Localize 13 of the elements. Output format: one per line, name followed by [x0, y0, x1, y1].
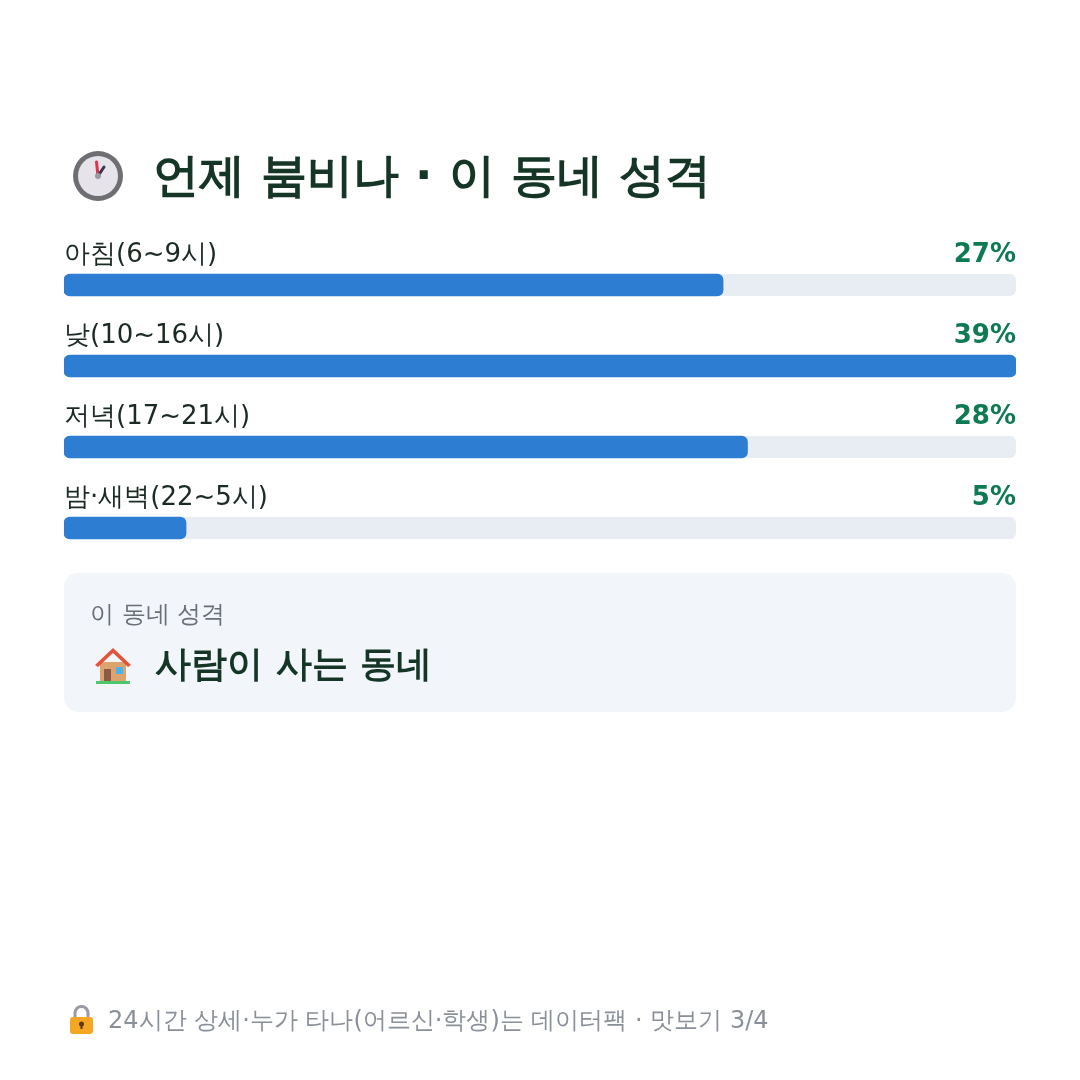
chart-title: 언제 붐비나 · 이 동네 성격	[153, 147, 711, 204]
y-tick-label: 밤·새벽(22~5시)	[64, 481, 268, 511]
text: 사람이 사는 동네	[155, 642, 433, 686]
data-label: 27%	[953, 238, 1016, 268]
data-label: 5%	[971, 481, 1016, 511]
y-tick-label: 아침(6~9시)	[64, 238, 218, 268]
text: 이 동네 성격	[90, 599, 226, 630]
text: 24시간 상세·누가 타나(어르신·학생)는 데이터팩 · 맛보기 3/4	[108, 1005, 769, 1036]
y-tick-label: 낮(10~16시)	[64, 319, 225, 349]
data-label: 28%	[953, 400, 1016, 430]
data-label: 39%	[953, 319, 1016, 349]
bar	[64, 516, 187, 540]
y-tick-label: 저녁(17~21시)	[64, 400, 251, 430]
